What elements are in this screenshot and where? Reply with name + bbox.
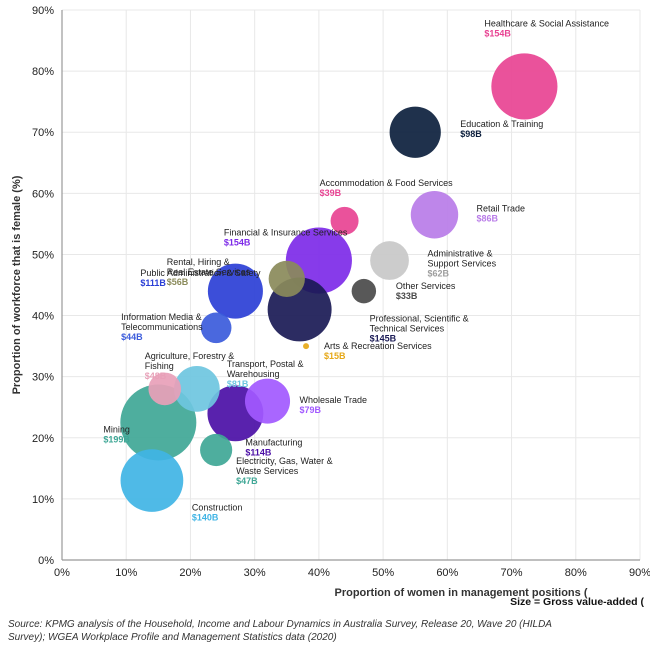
bubble	[370, 241, 409, 280]
bubble-label: Waste Services	[236, 466, 299, 476]
bubble-value: $15B	[324, 351, 346, 361]
source-line-2: Survey); WGEA Workplace Profile and Mana…	[8, 632, 337, 643]
source-citation: Source: KPMG analysis of the Household, …	[8, 619, 638, 644]
bubble-value: $62B	[428, 269, 450, 279]
bubble-label: Arts & Recreation Services	[324, 341, 432, 351]
bubble-label: Rental, Hiring &	[167, 257, 230, 267]
x-tick-label: 60%	[436, 567, 458, 579]
bubble	[390, 107, 441, 158]
bubble-label: Other Services	[396, 281, 456, 291]
bubble-label: Technical Services	[370, 323, 445, 333]
x-tick-label: 30%	[244, 567, 266, 579]
bubble-value: $154B	[224, 238, 251, 248]
bubble-value: $86B	[476, 214, 498, 224]
y-tick-label: 30%	[32, 372, 54, 384]
bubble	[245, 379, 290, 424]
bubble-label: Mining	[103, 425, 130, 435]
bubble-label: Support Services	[428, 259, 497, 269]
y-tick-label: 20%	[32, 433, 54, 445]
bubble-value: $33B	[396, 291, 418, 301]
bubble-label: Warehousing	[227, 369, 280, 379]
bubble	[303, 343, 309, 349]
bubble-label: Public Administration & Safety	[140, 268, 261, 278]
bubble	[491, 53, 557, 119]
x-tick-label: 10%	[115, 567, 137, 579]
y-tick-label: 60%	[32, 188, 54, 200]
y-tick-label: 40%	[32, 311, 54, 323]
y-tick-label: 70%	[32, 127, 54, 139]
x-tick-label: 90%	[629, 567, 650, 579]
y-tick-label: 80%	[32, 66, 54, 78]
bubble-label: Manufacturing	[245, 437, 302, 447]
x-tick-label: 70%	[501, 567, 523, 579]
bubble-label: Education & Training	[460, 119, 543, 129]
bubble-value: $81B	[227, 379, 249, 389]
x-tick-label: 0%	[54, 567, 70, 579]
bubble-chart: 0% 10% 20% 30% 40% 50% 60% 70% 80% 90% 0% 10% 20% 30%…	[0, 0, 650, 650]
bubble	[352, 279, 376, 303]
bubble-label: Healthcare & Social Assistance	[484, 18, 609, 28]
y-tick-label: 90%	[32, 5, 54, 17]
bubble-value: $98B	[460, 129, 482, 139]
bubble-value: $48B	[145, 371, 167, 381]
source-line-1: Source: KPMG analysis of the Household, …	[8, 619, 552, 630]
bubble-label: Professional, Scientific &	[370, 313, 469, 323]
bubble-label: Administrative &	[428, 249, 493, 259]
y-tick-label: 0%	[38, 555, 54, 567]
bubble-label: Financial & Insurance Services	[224, 228, 348, 238]
bubble-label: Telecommunications	[121, 322, 203, 332]
bubble-value: $111B	[140, 278, 166, 288]
bubble-label: Accommodation & Food Services	[320, 178, 454, 188]
x-tick-label: 40%	[308, 567, 330, 579]
bubble-label: Information Media &	[121, 312, 202, 322]
bubble-value: $39B	[320, 188, 342, 198]
y-tick-label: 10%	[32, 494, 54, 506]
bubble-label: Construction	[192, 503, 243, 513]
bubble	[269, 261, 305, 297]
bubble-label: Fishing	[145, 361, 174, 371]
bubble-value: $154B	[484, 28, 511, 38]
x-tick-label: 80%	[565, 567, 587, 579]
bubble-value: $140B	[192, 513, 219, 523]
bubble-label: Agriculture, Forestry &	[145, 351, 235, 361]
bubble	[201, 312, 232, 343]
bubble-value: $44B	[121, 332, 143, 342]
bubble-value: $47B	[236, 476, 258, 486]
bubble-label: Transport, Postal &	[227, 359, 304, 369]
bubble	[411, 191, 458, 238]
bubble-label: Retail Trade	[476, 204, 525, 214]
bubble-label: Electricity, Gas, Water &	[236, 456, 333, 466]
bubble-value: $79B	[300, 405, 322, 415]
bubble	[200, 434, 232, 466]
y-tick-label: 50%	[32, 249, 54, 261]
size-legend: Size = Gross value-added (	[510, 596, 644, 608]
bubble-value: $199B	[103, 435, 130, 445]
bubble-label: Wholesale Trade	[300, 395, 368, 405]
x-tick-label: 50%	[372, 567, 394, 579]
y-axis-label: Proportion of workforce that is female (…	[11, 175, 23, 394]
bubble-value: $56B	[167, 277, 189, 287]
x-tick-label: 20%	[179, 567, 201, 579]
bubble	[121, 449, 184, 512]
